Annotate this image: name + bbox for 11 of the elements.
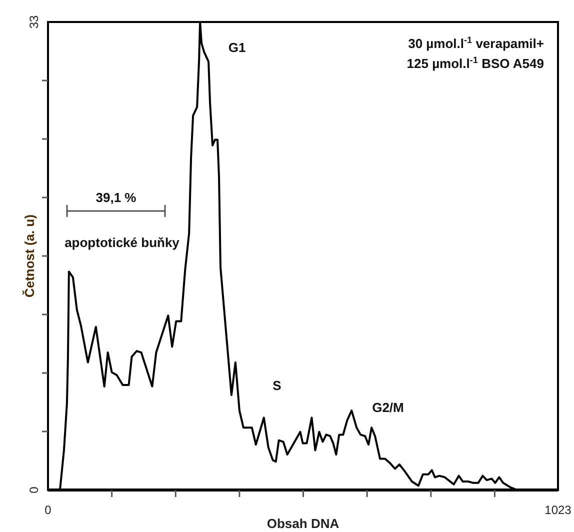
y-tick-label: 33 xyxy=(27,15,41,29)
annotation: 125 µmol.l$^{-1}$ BSO A549 xyxy=(406,55,544,71)
x-tick-label: 1023 xyxy=(544,503,572,517)
annotation: apoptotické buňky xyxy=(64,235,180,250)
x-axis-title: Obsah DNA xyxy=(266,516,340,531)
annotation: 30 µmol.l$^{-1}$ verapamil+ xyxy=(408,35,544,51)
annotation: G2/M xyxy=(372,400,404,415)
annotation: G1 xyxy=(228,40,246,55)
y-axis-title: Četnost (a. u) xyxy=(22,214,37,298)
annotation: S xyxy=(272,378,282,393)
annotation: 39,1 % xyxy=(96,190,137,205)
